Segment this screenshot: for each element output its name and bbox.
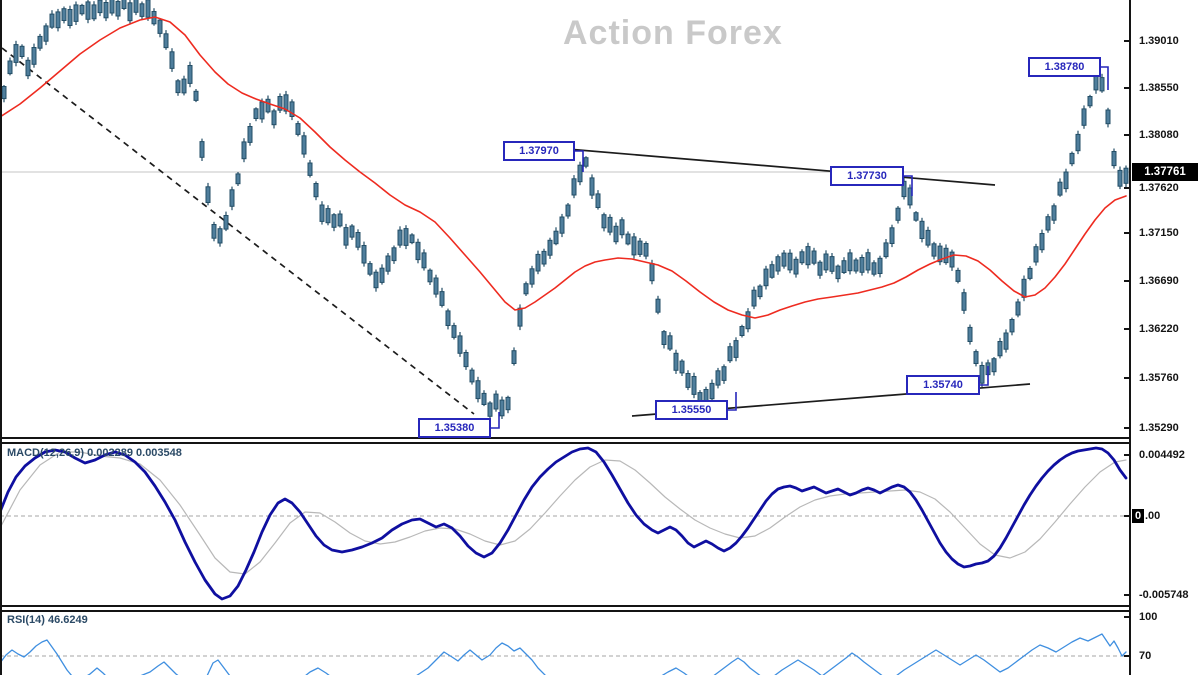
macd-panel[interactable] [0, 443, 1129, 604]
price-annotation-box[interactable]: 1.35550 [655, 400, 728, 420]
axis-tick-mark [1124, 134, 1131, 136]
axis-tick-mark [1124, 280, 1131, 282]
axis-tick-mark [1124, 40, 1131, 42]
axis-label: 1.37150 [1139, 227, 1179, 239]
axis-label: -0.005748 [1139, 589, 1189, 601]
axis-label: 1.35290 [1139, 422, 1179, 434]
axis-tick-mark [1124, 594, 1131, 596]
axis-tick-mark [1124, 328, 1131, 330]
axis-label: 1.38080 [1139, 129, 1179, 141]
candles-layer [1, 0, 1129, 421]
axis-tick-mark [1124, 427, 1131, 429]
macd-panel-bottom-border [0, 605, 1131, 607]
moving-average-line [0, 16, 1127, 319]
macd-signal-line [0, 451, 1127, 575]
price-annotation-box[interactable]: 1.37970 [503, 141, 575, 161]
main-panel-bottom-border [0, 437, 1131, 439]
annotation-connector [1101, 66, 1109, 90]
annotation-connector [904, 175, 913, 196]
price-annotation-box[interactable]: 1.35380 [418, 418, 491, 438]
axis-label: 1.38550 [1139, 82, 1179, 94]
axis-tick-mark [1124, 232, 1131, 234]
annotation-connector [728, 392, 737, 411]
watermark: Action Forex [563, 14, 783, 52]
trendline-dashed-0 [1, 47, 475, 415]
axis-tick-mark [1124, 515, 1131, 517]
axis-tick-mark [1124, 87, 1131, 89]
trendline-solid-1 [566, 148, 996, 186]
axis-tick-mark [1124, 454, 1131, 456]
price-annotation-box[interactable]: 1.38780 [1028, 57, 1101, 77]
rsi-indicator-label: RSI(14) 46.6249 [7, 614, 88, 626]
macd-main-line [0, 446, 1128, 601]
axis-label: 1.37620 [1139, 182, 1179, 194]
axis-label: 0.004492 [1139, 449, 1185, 461]
macd-indicator-label: MACD(12,26,9) 0.002289 0.003548 [7, 447, 182, 459]
annotation-connector [980, 366, 989, 386]
axis-tick-mark [1124, 655, 1131, 657]
price-annotation-box[interactable]: 1.37730 [830, 166, 904, 186]
bid-price-box: 1.37761 [1132, 163, 1198, 181]
axis-label: 1.36220 [1139, 323, 1179, 335]
axis-tick-mark [1124, 187, 1131, 189]
axis-label: 1.35760 [1139, 372, 1179, 384]
rsi-panel[interactable] [0, 611, 1129, 675]
macd-panel-top-border [0, 442, 1131, 444]
macd-zero-label: .00 [1145, 510, 1161, 522]
axis-label: 1.36690 [1139, 275, 1179, 287]
price-annotation-box[interactable]: 1.35740 [906, 375, 980, 395]
left-border [0, 0, 2, 675]
rsi-panel-top-border [0, 610, 1131, 612]
price-axis-line[interactable] [1129, 0, 1131, 675]
annotation-connectors [491, 66, 1109, 429]
rsi-line [0, 633, 1127, 675]
annotation-connector [491, 412, 500, 429]
axis-tick-mark [1124, 377, 1131, 379]
macd-zero-marker: 0 [1132, 509, 1144, 523]
axis-label: 70 [1139, 650, 1152, 662]
main-price-panel[interactable] [0, 0, 1129, 437]
axis-label: 100 [1139, 611, 1158, 623]
axis-label: 1.39010 [1139, 35, 1179, 47]
annotation-connector [575, 150, 584, 172]
axis-tick-mark [1124, 616, 1131, 618]
